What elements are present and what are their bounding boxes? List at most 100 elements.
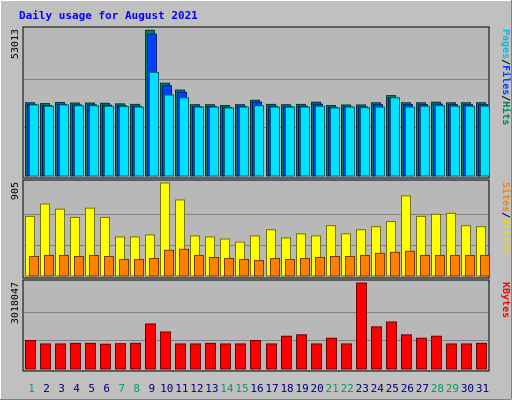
bar-kbytes-15 (235, 343, 246, 370)
bar-pages-8 (134, 106, 144, 177)
legend-part: Files (500, 65, 512, 95)
x-tick-label-27: 27 (416, 382, 429, 395)
bar-kbytes-14 (220, 343, 231, 370)
bar-kbytes-4 (70, 342, 81, 370)
bar-pages-24 (375, 106, 385, 177)
panel-visits-sites: 905 Sites/Visits (10, 179, 512, 279)
x-tick-label-9: 9 (148, 382, 155, 395)
bar-sites-19 (300, 258, 310, 277)
bar-pages-6 (104, 105, 114, 177)
panel-series-legend: KBytes (500, 282, 511, 318)
bar-kbytes-20 (311, 343, 322, 370)
x-tick-label-15: 15 (235, 382, 248, 395)
x-tick-label-22: 22 (341, 382, 354, 395)
bar-kbytes-16 (250, 340, 261, 370)
bar-pages-25 (390, 97, 400, 177)
bar-sites-9 (149, 258, 159, 277)
bar-sites-8 (134, 259, 144, 277)
bar-pages-12 (194, 106, 204, 177)
bar-sites-28 (435, 254, 445, 277)
bar-sites-13 (209, 257, 219, 277)
bar-kbytes-13 (205, 342, 216, 370)
panel-series-legend: Pages/Files/Hits (500, 29, 512, 125)
bar-kbytes-17 (266, 343, 277, 370)
panel-hits-files-pages: 53013 Pages/Files/Hits (10, 26, 512, 179)
x-tick-label-21: 21 (326, 382, 339, 395)
bar-kbytes-18 (281, 335, 292, 370)
x-tick-label-2: 2 (43, 382, 50, 395)
legend-part: / (500, 95, 511, 101)
panel-series-legend: Sites/Visits (500, 182, 512, 254)
x-tick-label-14: 14 (220, 382, 234, 395)
panel-max-label: 53013 (10, 29, 21, 59)
x-tick-label-25: 25 (386, 382, 399, 395)
bar-kbytes-5 (85, 342, 96, 370)
bar-pages-31 (480, 105, 490, 177)
bar-sites-2 (44, 254, 54, 277)
bar-sites-20 (315, 257, 325, 277)
bar-kbytes-26 (401, 334, 412, 370)
bar-sites-21 (330, 255, 340, 277)
bar-pages-4 (74, 105, 84, 177)
x-tick-label-12: 12 (190, 382, 203, 395)
legend-part: Pages (500, 29, 511, 59)
bar-kbytes-29 (446, 343, 457, 370)
bar-sites-6 (104, 255, 114, 277)
bar-pages-23 (360, 107, 370, 177)
x-tick-label-3: 3 (58, 382, 65, 395)
legend-part: / (500, 59, 511, 65)
bar-sites-18 (285, 259, 295, 277)
bar-kbytes-11 (175, 343, 186, 370)
bar-pages-16 (254, 105, 264, 177)
bar-kbytes-9 (145, 323, 156, 370)
bar-pages-20 (315, 105, 325, 177)
bar-pages-18 (285, 106, 295, 177)
bar-pages-15 (239, 106, 249, 177)
bar-pages-13 (209, 106, 219, 177)
bar-sites-3 (59, 254, 69, 277)
bar-kbytes-22 (341, 343, 352, 370)
x-tick-label-4: 4 (73, 382, 80, 395)
panel-max-label: 3018047 (10, 282, 21, 324)
bar-pages-2 (44, 105, 54, 177)
bar-kbytes-6 (100, 343, 111, 370)
x-tick-label-23: 23 (356, 382, 369, 395)
bar-kbytes-25 (386, 321, 397, 370)
x-tick-label-13: 13 (205, 382, 218, 395)
x-tick-label-29: 29 (446, 382, 459, 395)
bar-pages-11 (179, 97, 189, 177)
bar-pages-19 (300, 106, 310, 177)
bar-sites-31 (480, 254, 490, 277)
bar-sites-10 (164, 249, 174, 277)
bar-kbytes-2 (40, 343, 51, 370)
x-tick-label-31: 31 (476, 382, 489, 395)
bar-pages-30 (465, 105, 475, 177)
chart-panels: 53013 Pages/Files/Hits 905 Sites/Visits 3018… (10, 26, 512, 372)
x-tick-label-26: 26 (401, 382, 414, 395)
bar-pages-10 (164, 94, 174, 177)
bar-pages-3 (59, 104, 69, 177)
panel-max-label: 905 (10, 182, 21, 200)
x-tick-label-24: 24 (371, 382, 385, 395)
x-tick-label-28: 28 (431, 382, 444, 395)
bar-kbytes-21 (326, 337, 337, 370)
legend-part: KBytes (500, 282, 511, 318)
bar-sites-15 (239, 259, 249, 277)
bar-pages-7 (119, 106, 129, 177)
x-tick-label-10: 10 (160, 382, 173, 395)
bar-pages-1 (29, 104, 39, 177)
x-tick-label-7: 7 (118, 382, 125, 395)
bar-pages-9 (149, 71, 159, 177)
bar-sites-30 (465, 254, 475, 277)
x-tick-label-1: 1 (28, 382, 35, 395)
legend-part: Visits (500, 218, 512, 254)
bar-kbytes-3 (55, 343, 66, 370)
x-tick-label-6: 6 (103, 382, 110, 395)
bar-sites-23 (360, 254, 370, 277)
bar-kbytes-12 (190, 343, 201, 370)
x-tick-label-8: 8 (133, 382, 140, 395)
x-tick-label-18: 18 (280, 382, 293, 395)
bar-pages-26 (405, 106, 415, 177)
bar-kbytes-23 (356, 282, 367, 370)
bar-kbytes-27 (416, 337, 427, 370)
